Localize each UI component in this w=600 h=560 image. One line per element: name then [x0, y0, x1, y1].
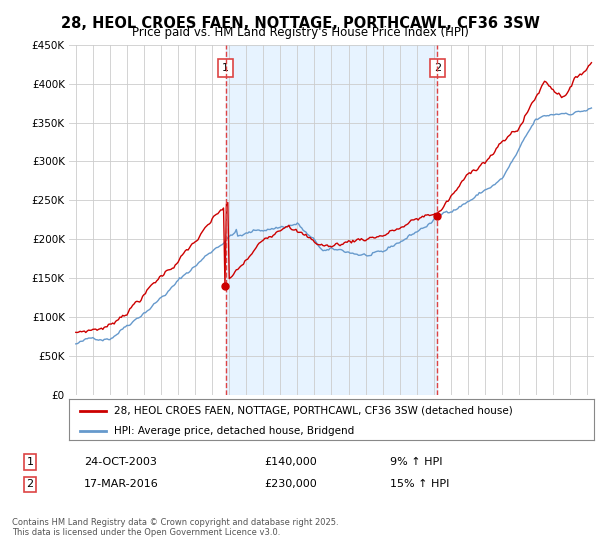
- Bar: [226, 45, 437, 395]
- Text: 28, HEOL CROES FAEN, NOTTAGE, PORTHCAWL, CF36 3SW: 28, HEOL CROES FAEN, NOTTAGE, PORTHCAWL,…: [61, 16, 539, 31]
- Text: 9% ↑ HPI: 9% ↑ HPI: [390, 457, 443, 467]
- Text: 28, HEOL CROES FAEN, NOTTAGE, PORTHCAWL, CF36 3SW (detached house): 28, HEOL CROES FAEN, NOTTAGE, PORTHCAWL,…: [113, 405, 512, 416]
- Text: Price paid vs. HM Land Registry's House Price Index (HPI): Price paid vs. HM Land Registry's House …: [131, 26, 469, 39]
- Text: £230,000: £230,000: [264, 479, 317, 489]
- Text: 17-MAR-2016: 17-MAR-2016: [84, 479, 159, 489]
- Text: 2: 2: [26, 479, 34, 489]
- Text: 15% ↑ HPI: 15% ↑ HPI: [390, 479, 449, 489]
- Text: £140,000: £140,000: [264, 457, 317, 467]
- Text: 1: 1: [222, 63, 229, 73]
- Text: HPI: Average price, detached house, Bridgend: HPI: Average price, detached house, Brid…: [113, 426, 354, 436]
- Text: 24-OCT-2003: 24-OCT-2003: [84, 457, 157, 467]
- Text: 1: 1: [26, 457, 34, 467]
- Text: Contains HM Land Registry data © Crown copyright and database right 2025.
This d: Contains HM Land Registry data © Crown c…: [12, 518, 338, 538]
- Text: 2: 2: [434, 63, 441, 73]
